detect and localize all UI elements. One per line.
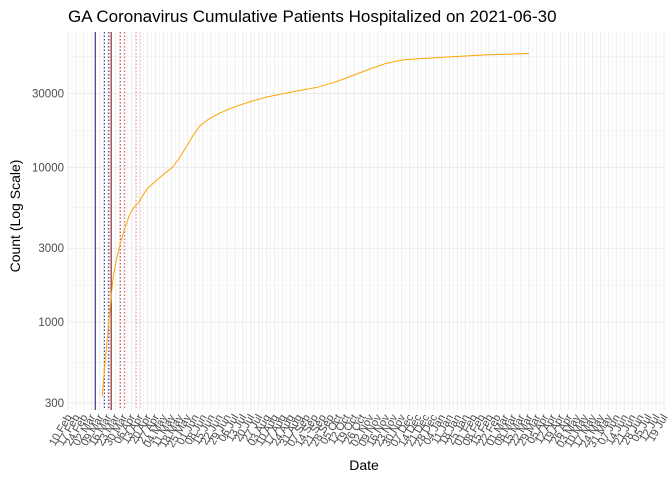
y-axis-title: Count (Log Scale)	[7, 160, 23, 273]
y-tick-label: 30000	[32, 89, 64, 101]
y-tick-label: 300	[45, 398, 64, 410]
y-tick-label: 10000	[32, 162, 64, 174]
chart-title: GA Coronavirus Cumulative Patients Hospi…	[68, 7, 557, 26]
y-tick-label: 3000	[38, 243, 64, 255]
y-tick-label: 1000	[38, 317, 64, 329]
y-tick-labels: 300 1000 3000 10000 30000	[32, 89, 64, 410]
x-axis-title: Date	[349, 457, 379, 473]
series-group	[101, 52, 529, 397]
series-line	[101, 52, 529, 397]
reference-lines	[94, 32, 142, 410]
gridlines	[67, 32, 665, 410]
